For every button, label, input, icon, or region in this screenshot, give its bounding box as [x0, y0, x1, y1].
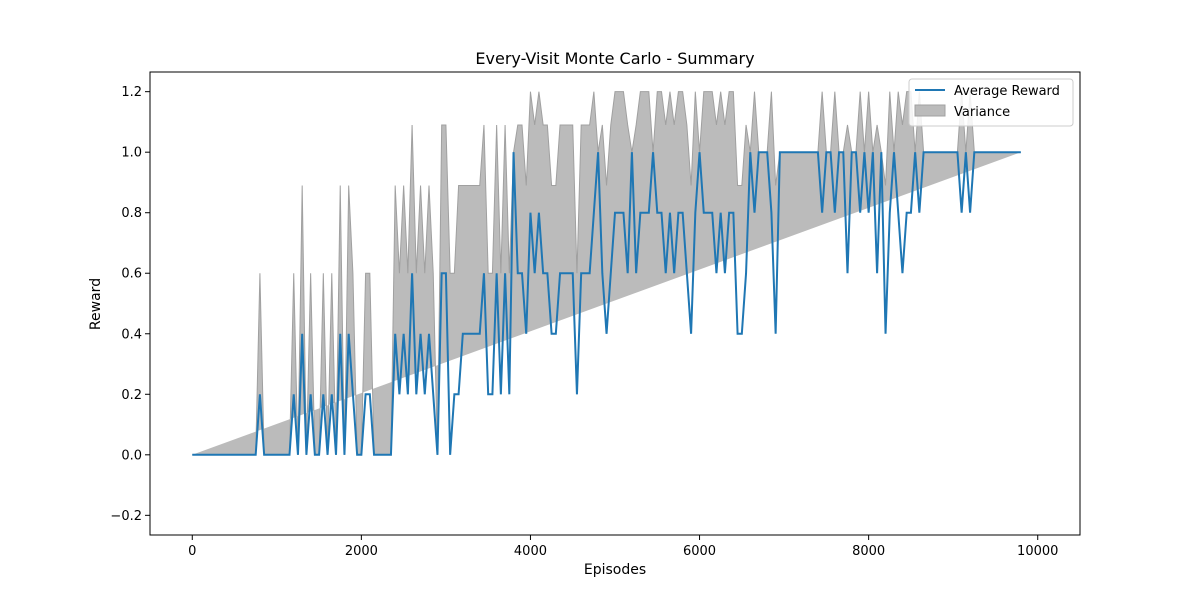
variance-band-layer — [192, 91, 1021, 456]
x-tick-label: 8000 — [852, 544, 885, 559]
x-tick-label: 2000 — [345, 544, 378, 559]
x-tick-label: 6000 — [683, 544, 716, 559]
legend-label-variance: Variance — [954, 105, 1010, 120]
average-reward-line-layer — [192, 151, 1021, 456]
x-tick-label: 10000 — [1017, 544, 1058, 559]
y-axis-label: Reward — [88, 278, 104, 330]
x-axis-label: Episodes — [584, 562, 646, 578]
legend-band-swatch — [914, 104, 946, 117]
plot-frame — [149, 71, 1081, 536]
variance-band — [192, 91, 1021, 456]
y-tick-label: 0.0 — [121, 448, 142, 463]
x-tick-label: 4000 — [514, 544, 547, 559]
legend: Average Reward Variance — [908, 78, 1074, 127]
y-tick-label: 0.6 — [121, 267, 142, 282]
legend-label-average-reward: Average Reward — [954, 84, 1060, 99]
y-tick-label: 1.0 — [121, 146, 142, 161]
y-tick-label: 0.2 — [121, 388, 142, 403]
y-tick-label: 1.2 — [121, 85, 142, 100]
x-tick-label: 0 — [188, 544, 196, 559]
y-axis-ticks: −0.2 0.0 0.2 0.4 0.6 0.8 1.0 1.2 — [110, 85, 150, 524]
legend-box — [908, 78, 1074, 127]
average-reward-line — [192, 151, 1021, 456]
y-tick-label: 0.8 — [121, 206, 142, 221]
y-tick-label: −0.2 — [110, 509, 142, 524]
x-axis-ticks: 0 2000 4000 6000 8000 10000 — [188, 535, 1058, 559]
y-tick-label: 0.4 — [121, 327, 142, 342]
chart-title: Every-Visit Monte Carlo - Summary — [475, 49, 754, 68]
